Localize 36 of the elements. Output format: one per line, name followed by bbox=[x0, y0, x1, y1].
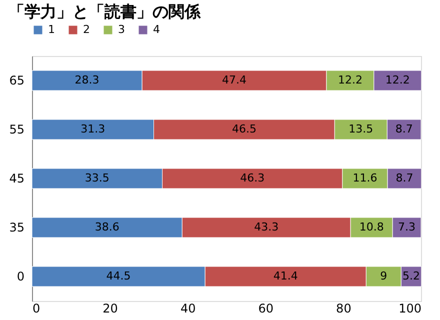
legend-label: 3 bbox=[118, 23, 125, 36]
y-tick-label: 35 bbox=[9, 220, 24, 234]
x-tick-label: 0 bbox=[32, 302, 40, 316]
data-label: 33.5 bbox=[84, 172, 110, 184]
legend-label: 4 bbox=[153, 23, 160, 36]
data-label: 5.2 bbox=[402, 270, 420, 282]
x-tick-label: 40 bbox=[180, 302, 196, 316]
data-label: 13.5 bbox=[348, 122, 374, 136]
y-tick-label: 55 bbox=[9, 122, 24, 136]
data-label: 47.4 bbox=[222, 74, 247, 86]
data-label: 44.5 bbox=[106, 270, 131, 282]
x-tick-label: 100 bbox=[398, 302, 422, 316]
data-label: 41.4 bbox=[273, 270, 298, 282]
data-label: 7.3 bbox=[398, 220, 416, 234]
data-label: 9 bbox=[380, 270, 388, 282]
x-tick-label: 80 bbox=[336, 302, 352, 316]
data-label: 10.8 bbox=[359, 220, 384, 234]
chart-title: 「学力」と「読書」の関係 bbox=[8, 2, 202, 21]
data-label: 43.3 bbox=[254, 220, 279, 234]
data-label: 12.2 bbox=[338, 74, 362, 86]
legend-label: 1 bbox=[48, 23, 55, 36]
y-tick-label: 45 bbox=[9, 172, 24, 186]
data-label: 8.7 bbox=[395, 122, 413, 136]
x-tick-label: 20 bbox=[102, 302, 118, 316]
y-tick-label: 0 bbox=[16, 270, 24, 284]
data-label: 8.7 bbox=[396, 172, 414, 184]
data-label: 11.6 bbox=[352, 172, 378, 184]
data-label: 12.2 bbox=[385, 74, 410, 86]
x-tick-label: 60 bbox=[258, 302, 274, 316]
data-label: 38.6 bbox=[94, 220, 120, 234]
data-label: 46.3 bbox=[240, 172, 265, 184]
legend-label: 2 bbox=[83, 23, 90, 36]
y-tick-label: 65 bbox=[9, 74, 24, 88]
data-label: 28.3 bbox=[74, 74, 100, 86]
data-label: 46.5 bbox=[232, 122, 256, 136]
data-label: 31.3 bbox=[80, 122, 106, 136]
